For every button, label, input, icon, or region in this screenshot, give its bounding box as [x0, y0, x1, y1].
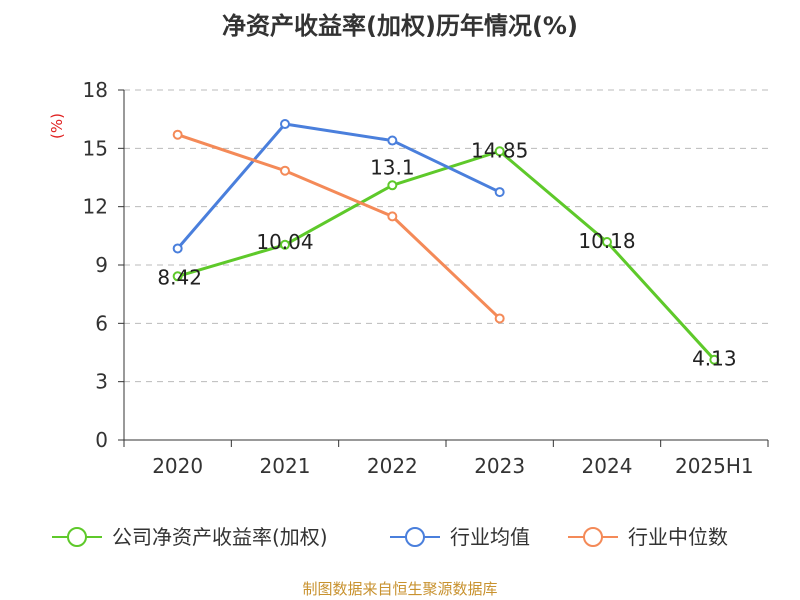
- data-point: [172, 243, 183, 254]
- x-tick-label: 2025H1: [675, 454, 754, 478]
- data-point: [172, 271, 183, 282]
- legend-label: 行业中位数: [628, 525, 728, 549]
- data-point: [280, 165, 290, 176]
- series-line-1: [176, 122, 501, 250]
- legend-swatch-marker: [67, 527, 87, 547]
- data-label: 10.04: [256, 230, 313, 254]
- data-point: [494, 313, 505, 324]
- x-tick-label: 2020: [152, 454, 203, 478]
- data-point: [280, 119, 290, 130]
- legend-label: 行业均值: [450, 525, 530, 549]
- y-tick-label: 6: [95, 311, 108, 335]
- legend-swatch-marker: [405, 527, 425, 547]
- series-line-2: [177, 133, 501, 320]
- y-tick-label: 15: [83, 136, 108, 160]
- legend: 公司净资产收益率(加权) 行业均值 行业中位数: [52, 525, 728, 549]
- data-label: 14.85: [471, 138, 528, 162]
- y-tick-label: 3: [95, 370, 108, 394]
- y-tick-label: 0: [95, 428, 108, 452]
- legend-swatch-marker: [583, 527, 603, 547]
- series-layer: [172, 119, 720, 365]
- y-tick-label: 18: [83, 78, 108, 102]
- x-tick-label: 2022: [367, 454, 418, 478]
- y-tick-label: 9: [95, 253, 108, 277]
- y-axis-unit-label: (%): [48, 113, 66, 139]
- x-tick-label: 2024: [582, 454, 633, 478]
- source-note: 制图数据来自恒生聚源数据库: [302, 580, 498, 598]
- data-label: 8.42: [157, 265, 202, 289]
- data-point: [280, 239, 290, 250]
- x-tick-label: 2021: [260, 454, 311, 478]
- data-point: [172, 129, 183, 140]
- legend-label: 公司净资产收益率(加权): [112, 525, 328, 549]
- data-point: [709, 354, 720, 365]
- data-labels: 8.42 10.04 13.1 14.85 10.18 4.13: [157, 138, 736, 370]
- data-point: [387, 135, 398, 146]
- data-point: [494, 146, 505, 157]
- axes: 0 3 6 9 12 15 18 2020 2021 2022 2023 2024 2025H1 (%): [48, 78, 769, 478]
- data-label: 4.13: [692, 347, 737, 371]
- grid-lines: [124, 89, 768, 383]
- data-point: [494, 187, 505, 198]
- x-tick-label: 2023: [474, 454, 525, 478]
- data-label: 13.1: [370, 155, 415, 179]
- data-point: [387, 180, 398, 191]
- data-point: [387, 211, 398, 222]
- data-label: 10.18: [578, 229, 635, 253]
- y-tick-label: 12: [83, 195, 108, 219]
- chart-title: 净资产收益率(加权)历年情况(%): [222, 12, 578, 40]
- series-line-0: [177, 149, 716, 361]
- data-point: [602, 237, 612, 248]
